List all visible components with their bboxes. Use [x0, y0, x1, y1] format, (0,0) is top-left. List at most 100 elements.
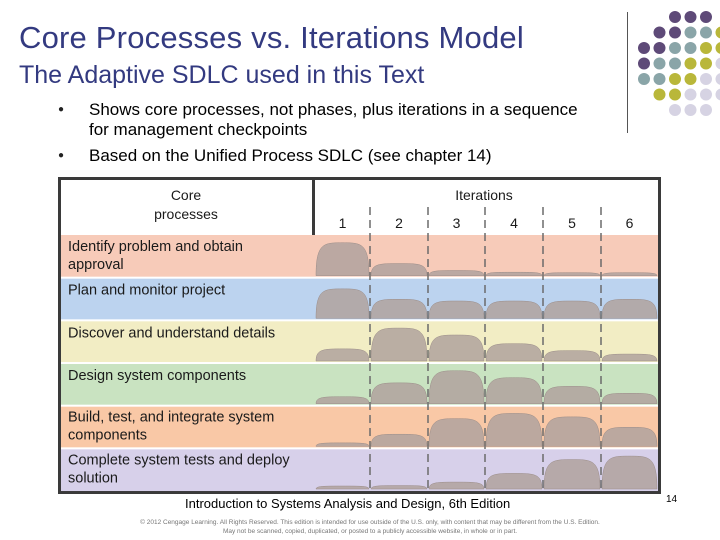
effort-curve [428, 370, 485, 404]
effort-curve [428, 418, 485, 447]
process-label: Plan and monitor project [68, 283, 225, 299]
decorative-dot [684, 42, 697, 54]
process-label: Complete system tests and deploy [68, 452, 290, 468]
bullet-item: Based on the Unified Process SDLC (see c… [58, 146, 578, 166]
decorative-dot [684, 104, 697, 116]
row-separator [61, 319, 658, 322]
effort-curve [315, 288, 370, 319]
decorative-dot [638, 73, 650, 85]
effort-curve [315, 396, 370, 404]
header-core-line2: processes [154, 206, 218, 222]
decorative-dot [684, 11, 697, 23]
decorative-dot [700, 73, 712, 85]
decorative-dot [715, 42, 720, 54]
decorative-dot [715, 26, 720, 39]
effort-curve [485, 343, 543, 362]
process-row: Build, test, and integrate system compone… [61, 404, 658, 449]
decorative-dot [715, 88, 720, 101]
effort-curve [315, 242, 370, 276]
process-row: Discover and understand details [61, 319, 658, 364]
row-separator [61, 404, 658, 407]
iteration-number: 4 [510, 215, 518, 231]
decorative-dot [684, 73, 697, 85]
copyright-line: © 2012 Cengage Learning. All Rights Rese… [140, 519, 600, 526]
effort-curve [485, 377, 543, 404]
header-iterations: Iterations [455, 187, 513, 203]
slide-footer: Introduction to Systems Analysis and Des… [185, 496, 511, 511]
decorative-dot [669, 42, 681, 54]
effort-curve [543, 272, 601, 276]
decorative-dot [653, 57, 666, 70]
decorative-dot [653, 88, 666, 101]
effort-curve [543, 350, 601, 362]
bullet-list: Shows core processes, not phases, plus i… [58, 100, 578, 172]
effort-curve [601, 353, 658, 362]
process-row: Design system components [61, 362, 658, 406]
decorative-dot [684, 57, 697, 70]
decorative-dot-grid [638, 11, 720, 116]
process-label: Build, test, and integrate system [68, 410, 274, 426]
decorative-dot [715, 73, 720, 85]
decorative-dot [669, 26, 681, 39]
copyright-line: May not be scanned, copied, duplicated, … [222, 528, 518, 535]
decorative-dot [700, 11, 712, 23]
effort-curve [601, 393, 658, 404]
decorative-dot [653, 73, 666, 85]
iteration-number: 2 [395, 215, 403, 231]
effort-curve [370, 263, 428, 276]
effort-curve [543, 386, 601, 404]
iteration-number: 5 [568, 215, 576, 231]
process-row: Complete system tests and deploy solution [61, 447, 658, 492]
header-core-line1: Core [171, 187, 202, 203]
effort-curve [543, 300, 601, 319]
effort-curve [485, 473, 543, 490]
effort-curve [370, 382, 428, 404]
effort-curve [370, 433, 428, 447]
effort-curve [601, 272, 658, 276]
process-row: Identify problem and obtain approval [61, 235, 658, 278]
decorative-dot [700, 57, 712, 70]
effort-curve [428, 300, 485, 319]
effort-curve [370, 299, 428, 319]
slide-subtitle: The Adaptive SDLC used in this Text [19, 61, 425, 89]
effort-curve [601, 427, 658, 447]
process-label: Discover and understand details [68, 325, 275, 341]
process-label: Design system components [68, 368, 246, 384]
effort-curve [485, 271, 543, 276]
process-label: approval [68, 257, 124, 273]
process-label: components [68, 428, 147, 444]
process-label: solution [68, 470, 118, 486]
page-number: 14 [666, 494, 678, 505]
effort-curve [315, 348, 370, 362]
effort-curve [428, 334, 485, 362]
decorative-dot [638, 42, 650, 54]
core-processes-iterations-diagram: Core processes Iterations 1 2 3 4 5 6 Identif… [58, 177, 661, 494]
iteration-number: 6 [626, 215, 634, 231]
effort-curve [428, 270, 485, 276]
row-separator [61, 447, 658, 450]
row-separator [61, 362, 658, 365]
effort-curve [543, 416, 601, 447]
decorative-dot [653, 26, 666, 39]
diagram-header [61, 180, 658, 235]
iteration-number: 3 [453, 215, 461, 231]
process-row: Plan and monitor project [61, 276, 658, 321]
effort-curve [315, 442, 370, 447]
decorative-dot [653, 42, 666, 54]
decorative-dot [684, 88, 697, 101]
decorative-dot [669, 88, 681, 101]
decorative-dot [669, 73, 681, 85]
effort-curve [601, 299, 658, 319]
row-separator [61, 276, 658, 279]
decorative-dot [715, 57, 720, 70]
decorative-dot [684, 26, 697, 39]
decorative-dot [700, 88, 712, 101]
decorative-dot [638, 57, 650, 70]
effort-curve [370, 485, 428, 490]
copyright-notice: © 2012 Cengage Learning. All Rights Rese… [80, 518, 660, 536]
effort-curve [601, 455, 658, 490]
effort-curve [428, 481, 485, 490]
bullet-item: Shows core processes, not phases, plus i… [58, 100, 578, 140]
iteration-number: 1 [339, 215, 347, 231]
effort-curve [315, 485, 370, 490]
